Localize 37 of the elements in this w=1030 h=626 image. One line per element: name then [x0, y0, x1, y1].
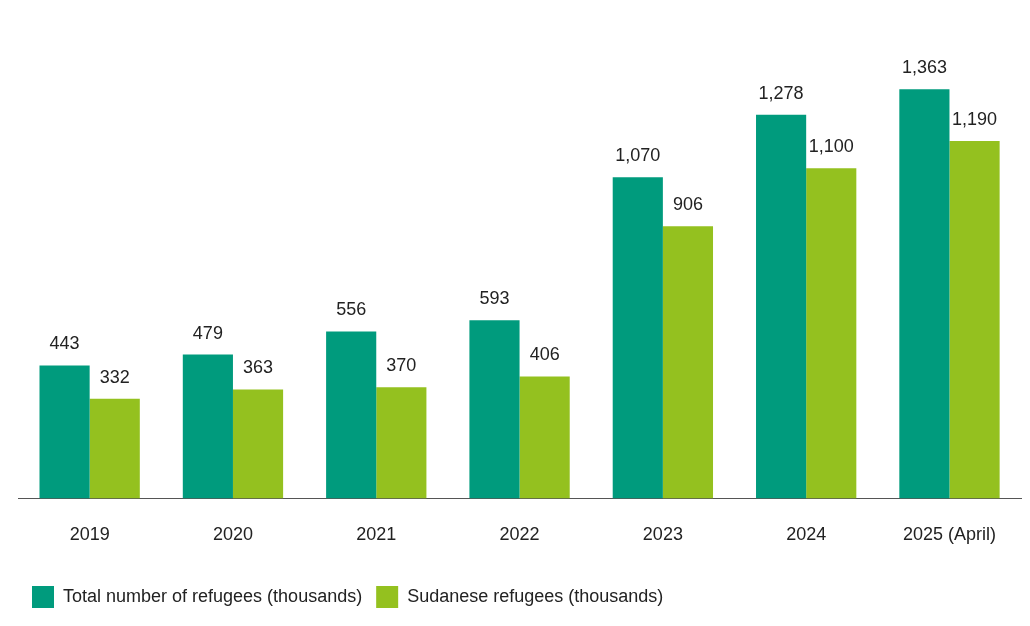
- data-label: 370: [386, 355, 417, 376]
- bar: [469, 320, 520, 499]
- bar: [232, 389, 284, 499]
- bar: [806, 168, 857, 499]
- data-label: 332: [99, 366, 130, 387]
- x-tick-label: 2020: [212, 524, 253, 545]
- legend-label: Sudanese refugees (thousands): [407, 585, 664, 606]
- bar: [89, 398, 140, 499]
- bar: [899, 89, 950, 499]
- data-label: 443: [49, 333, 80, 354]
- bar: [376, 387, 427, 499]
- bar: [519, 376, 570, 499]
- bar: [756, 114, 807, 499]
- bar: [326, 331, 377, 499]
- legend-label: Total number of refugees (thousands): [63, 585, 363, 606]
- bar: [39, 365, 90, 499]
- bar: [182, 354, 233, 499]
- bar: [662, 226, 714, 499]
- x-tick-label: 2022: [499, 524, 540, 545]
- x-tick-label: 2025 (April): [902, 524, 996, 545]
- data-label: 1,070: [615, 145, 661, 166]
- data-label: 1,363: [901, 57, 947, 78]
- data-label: 593: [479, 288, 510, 309]
- data-label: 1,190: [952, 109, 998, 130]
- x-tick-label: 2023: [642, 524, 683, 545]
- data-label: 363: [243, 357, 274, 378]
- bar: [612, 177, 663, 499]
- data-label: 906: [672, 194, 703, 215]
- data-label: 556: [336, 299, 367, 320]
- x-tick-label: 2024: [786, 524, 827, 545]
- x-tick-label: 2021: [356, 524, 397, 545]
- x-tick-label: 2019: [69, 524, 110, 545]
- data-label: 406: [529, 344, 560, 365]
- data-label: 479: [192, 322, 223, 343]
- bar: [949, 141, 1000, 499]
- data-label: 1,278: [758, 82, 804, 103]
- data-label: 1,100: [808, 136, 854, 157]
